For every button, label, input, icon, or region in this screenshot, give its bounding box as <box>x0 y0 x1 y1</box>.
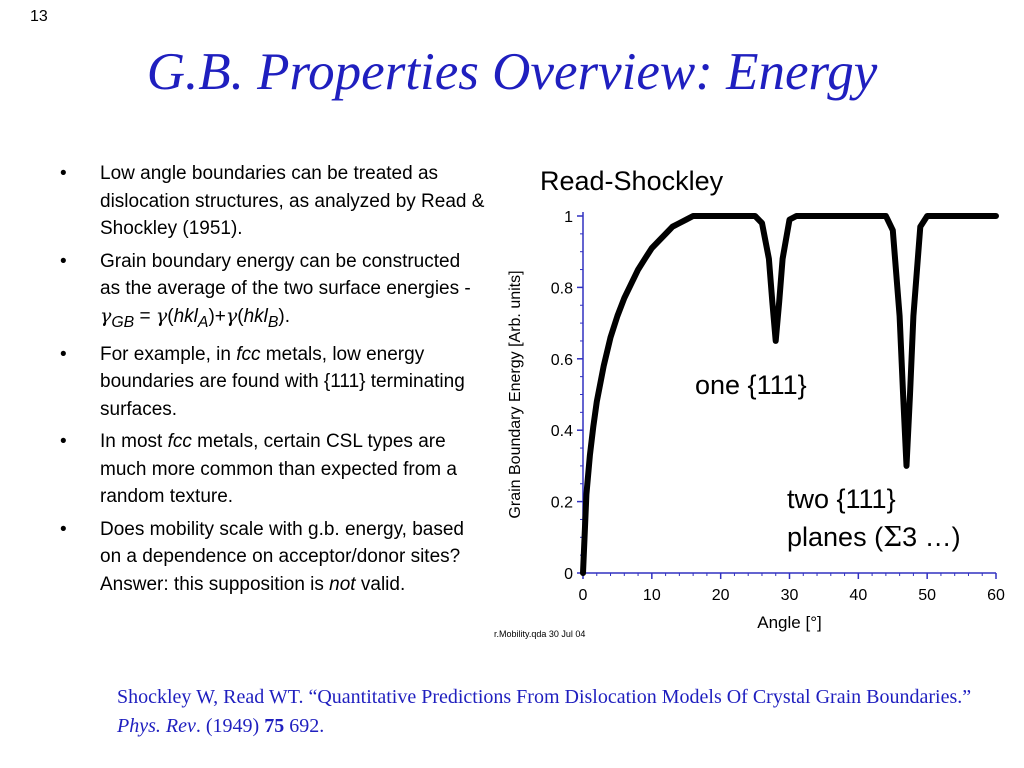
bullet-text: Low angle boundaries can be treated as d… <box>100 163 485 239</box>
bullet-text: valid. <box>355 573 406 595</box>
footer-label: r.Mobility.qda 30 Jul 04 <box>494 629 585 639</box>
formula-paren: ) <box>278 305 285 327</box>
volume-number: 75 <box>264 715 285 737</box>
subscript-a: A <box>197 313 209 331</box>
energy-series-line <box>580 213 999 576</box>
annotation-one-111: one {111} <box>695 370 807 400</box>
y-tick-label: 0.8 <box>551 280 573 297</box>
fcc-italic: fcc <box>167 431 192 453</box>
x-tick-label: 40 <box>849 587 867 604</box>
x-tick-label: 10 <box>643 587 661 604</box>
formula-plus: + <box>214 305 226 327</box>
y-tick-label: 0.6 <box>551 352 573 369</box>
bullet-item: Grain boundary energy can be constructed… <box>60 248 485 336</box>
annotation-text: 3 …) <box>902 522 961 552</box>
chart-title: Read-Shockley <box>540 166 724 196</box>
subscript-b: B <box>267 313 279 331</box>
reference-text: 692. <box>284 715 325 737</box>
energy-chart: 0 10 20 30 40 50 60 0 0.2 0.4 0.6 0.8 1 Angle [°] Grai… <box>494 209 1005 639</box>
not-italic: not <box>329 573 356 595</box>
annotation-line: planes (Σ3 …) <box>787 518 961 557</box>
y-tick-label: 0.2 <box>551 495 573 512</box>
reference-citation: Shockley W, Read WT. “Quantitative Predi… <box>117 683 977 741</box>
gamma-symbol: γ <box>225 304 238 327</box>
bullet-item: In most fcc metals, certain CSL types ar… <box>60 428 485 511</box>
bullet-text: In most <box>100 431 168 453</box>
bullet-list: Low angle boundaries can be treated as d… <box>60 160 485 603</box>
bullet-text: For example, in <box>100 343 237 365</box>
formula-paren: ( <box>237 305 244 327</box>
gb-subscript: GB <box>111 313 135 331</box>
y-tick-label: 0 <box>564 566 573 583</box>
bullet-text: Grain boundary energy can be constructed… <box>100 250 471 300</box>
x-tick-label: 20 <box>712 587 730 604</box>
annotation-text: planes ( <box>787 522 884 552</box>
formula-paren: ( <box>167 305 174 327</box>
y-tick-label: 0.4 <box>551 423 573 440</box>
gamma-formula: γGB = γ(hklA)+γ(hklB). <box>100 304 291 331</box>
slide-title: G.B. Properties Overview: Energy <box>146 43 878 101</box>
hkl-text: hkl <box>173 305 198 327</box>
bullet-text: metals, low energy boundaries are found … <box>100 343 465 420</box>
bullet-text: metals, certain CSL types are much more … <box>100 431 457 508</box>
bullet-item: Low angle boundaries can be treated as d… <box>60 160 485 243</box>
bullet-text: Does mobility scale with g.b. energy, ba… <box>100 518 464 595</box>
x-tick-label: 50 <box>918 587 936 604</box>
bullet-item: Does mobility scale with g.b. energy, ba… <box>60 516 485 599</box>
gamma-symbol: γ <box>155 304 168 327</box>
reference-text: Shockley W, Read WT. “Quantitative Predi… <box>117 686 972 708</box>
formula-equals: = <box>134 305 156 327</box>
journal-name: Phys. Rev <box>117 715 196 737</box>
fcc-italic: fcc <box>236 343 261 365</box>
y-axis-label: Grain Boundary Energy [Arb. units] <box>507 270 524 518</box>
x-tick-label: 60 <box>987 587 1005 604</box>
y-tick-label: 1 <box>564 209 573 226</box>
bullet-item: For example, in fcc metals, low energy b… <box>60 341 485 424</box>
formula-period: . <box>284 305 291 327</box>
formula-paren: ) <box>208 305 215 327</box>
reference-text: . (1949) <box>195 715 265 737</box>
hkl-text: hkl <box>243 305 268 327</box>
annotation-line: two {111} <box>787 484 896 514</box>
slide-number: 13 <box>30 8 48 25</box>
x-tick-label: 30 <box>781 587 799 604</box>
annotation-two-111: two {111} planes (Σ3 …) <box>787 480 961 557</box>
gamma-symbol: γ <box>100 304 112 327</box>
x-axis-label: Angle [°] <box>757 613 821 632</box>
sigma-symbol: Σ <box>883 522 903 553</box>
x-tick-label: 0 <box>579 587 588 604</box>
